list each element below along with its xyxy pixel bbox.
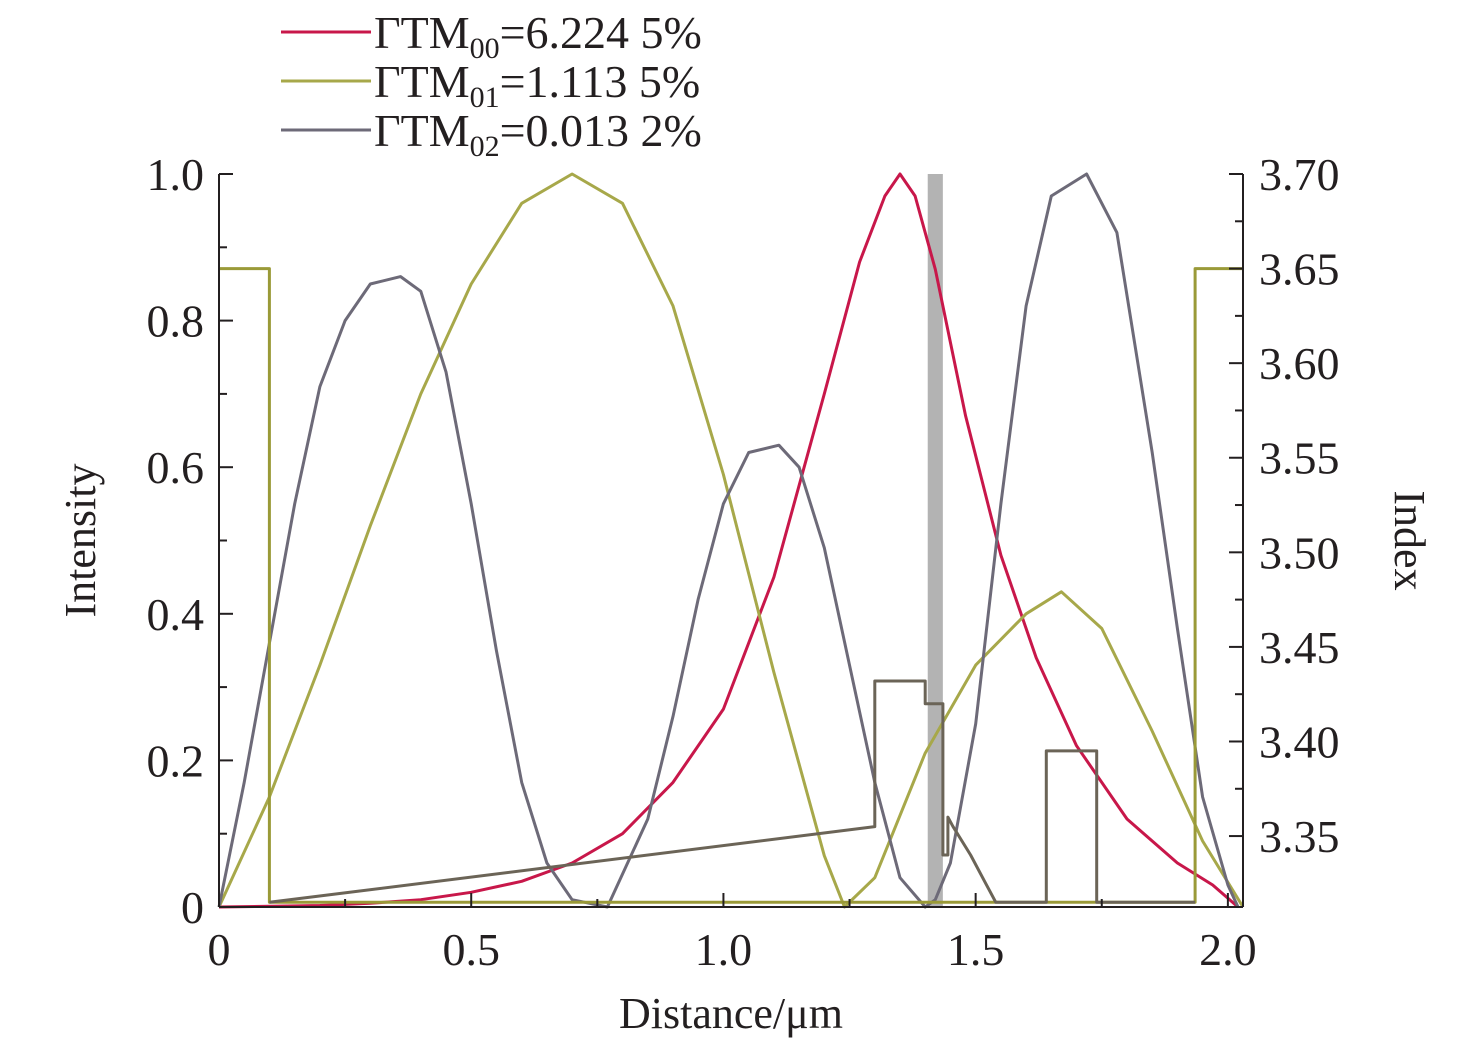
x-tick-label: 2.0 xyxy=(1199,924,1257,975)
legend-prefix: ΓTM xyxy=(374,105,470,156)
y2-tick-label: 3.55 xyxy=(1259,433,1340,484)
y-axis-title: Intensity xyxy=(56,464,105,618)
x-tick-label: 0 xyxy=(208,924,231,975)
legend-value: =6.224 5% xyxy=(500,7,702,58)
y-tick-label: 0.4 xyxy=(147,589,205,640)
series-line-0 xyxy=(218,172,1239,909)
series-line-4 xyxy=(269,679,1196,904)
x-tick-label: 1.5 xyxy=(947,924,1005,975)
legend-entry-1: ΓTM01=1.113 5% xyxy=(374,56,700,114)
x-tick-label: 1.0 xyxy=(695,924,753,975)
legend-entry-2: ΓTM02=0.013 2% xyxy=(374,105,702,163)
y-tick-label: 0.8 xyxy=(147,296,205,347)
legend-subscript: 01 xyxy=(470,81,500,114)
y2-tick-label: 3.40 xyxy=(1259,716,1340,767)
y2-axis-title: Index xyxy=(1385,490,1434,590)
x-tick-label: 0.5 xyxy=(442,924,500,975)
legend-subscript: 02 xyxy=(470,130,500,163)
legend-value: =0.013 2% xyxy=(500,105,702,156)
y2-tick-label: 3.35 xyxy=(1259,811,1340,862)
legend-entry-0: ΓTM00=6.224 5% xyxy=(374,7,702,65)
y2-tick-label: 3.70 xyxy=(1259,149,1340,200)
y2-tick-label: 3.50 xyxy=(1259,527,1340,578)
x-axis-title: Distance/μm xyxy=(619,989,843,1038)
highlight-band xyxy=(927,174,943,907)
legend-subscript: 00 xyxy=(470,32,500,65)
series-line-3 xyxy=(219,267,1243,904)
y2-tick-label: 3.45 xyxy=(1259,622,1340,673)
legend-prefix: ΓTM xyxy=(374,7,470,58)
y-tick-label: 0 xyxy=(181,882,204,933)
series-line-1 xyxy=(217,172,1245,909)
y-tick-label: 0.6 xyxy=(147,442,205,493)
y2-tick-label: 3.65 xyxy=(1259,244,1340,295)
y2-tick-label: 3.60 xyxy=(1259,338,1340,389)
legend-value: =1.113 5% xyxy=(500,56,701,107)
legend-prefix: ΓTM xyxy=(374,56,470,107)
y-tick-label: 1.0 xyxy=(147,149,205,200)
y-tick-label: 0.2 xyxy=(147,735,205,786)
series-line-2 xyxy=(217,172,1240,909)
